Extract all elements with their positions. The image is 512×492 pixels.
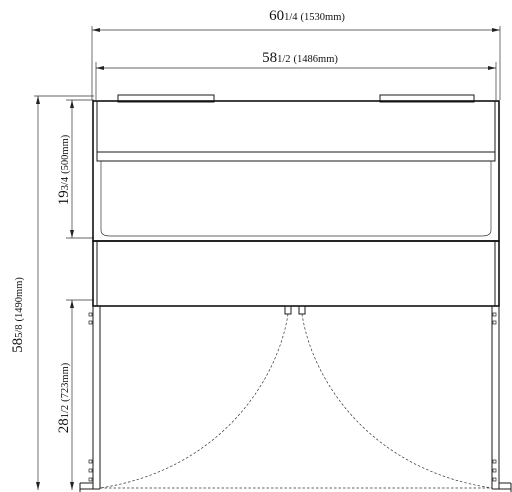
upper-height-dimension: 193/4(500mm) (56, 99, 94, 239)
inner-width-label: 581/2 (1486mm) (262, 50, 338, 66)
cabinet-lower-section (92, 240, 500, 307)
center-hinges (284, 305, 306, 315)
overall-width-label: 601/4 (1530mm) (269, 8, 345, 24)
left-leg (79, 306, 101, 492)
leg-height-label: 281/2(723mm) (56, 362, 72, 433)
overall-height-dimension: 585/8(1490mm) (10, 95, 94, 490)
right-leg (491, 306, 512, 492)
overall-height-label: 585/8(1490mm) (10, 277, 26, 353)
leg-height-dimension: 281/2(723mm) (56, 299, 94, 490)
cabinet-top-tabs (117, 94, 475, 103)
cabinet-upper-section (92, 100, 500, 242)
door-swing-arcs (99, 313, 493, 489)
inner-width-dimension: 581/2 (1486mm) (95, 50, 497, 100)
upper-height-label: 193/4(500mm) (56, 134, 72, 205)
overall-width-dimension: 601/4 (1530mm) (91, 8, 501, 100)
